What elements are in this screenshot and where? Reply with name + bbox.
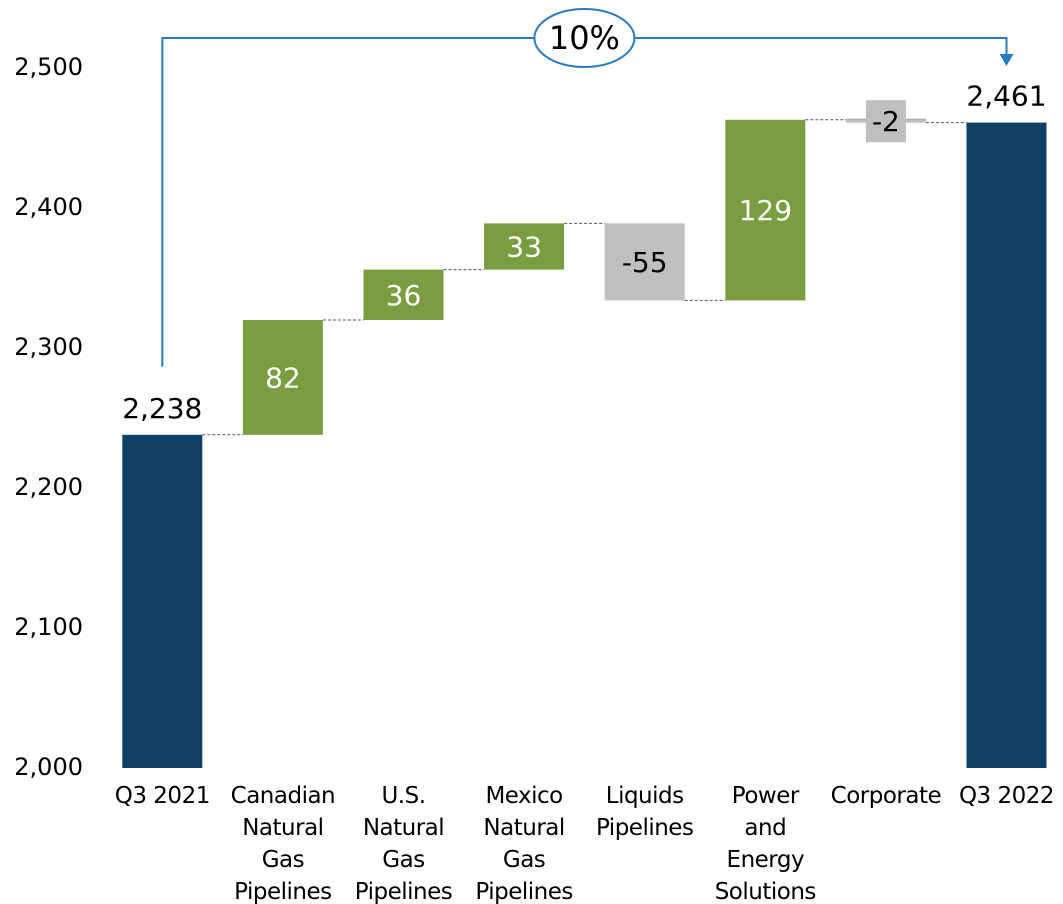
data-label: 2,461 — [966, 80, 1046, 113]
annotation: 10% — [549, 19, 620, 57]
data-label: 33 — [506, 231, 542, 264]
y-tick-label: 2,200 — [14, 473, 83, 501]
annotation-arrow — [161, 37, 1008, 367]
x-tick-label: U.S. Natural Gas Pipelines — [354, 783, 453, 904]
annotation-bubble — [533, 8, 636, 68]
arrow-head — [999, 54, 1014, 66]
y-tick-label: 2,000 — [14, 753, 83, 781]
bar — [604, 223, 685, 301]
bar — [122, 434, 203, 768]
data-label: -2 — [872, 105, 900, 138]
x-tick-label: Canadian Natural Gas Pipelines — [230, 783, 336, 904]
bar — [725, 119, 806, 301]
bar — [484, 223, 565, 270]
x-tick-label: Corporate — [830, 783, 942, 809]
bar — [966, 122, 1047, 769]
y-tick-label: 2,400 — [14, 193, 83, 221]
x-tick-label: Mexico Natural Gas Pipelines — [475, 783, 573, 904]
x-tick-label: Power and Energy Solutions — [714, 783, 817, 904]
y-tick-label: 2,500 — [14, 53, 83, 81]
x-tick-label: Q3 2022 — [958, 783, 1055, 809]
data-label: -55 — [622, 246, 668, 279]
y-tick-label: 2,300 — [14, 333, 83, 361]
data-label: 36 — [386, 279, 422, 312]
y-tick-label: 2,100 — [14, 613, 83, 641]
bar — [242, 320, 323, 435]
data-label: 2,238 — [122, 392, 202, 425]
data-label: 129 — [739, 194, 792, 227]
x-tick-label: Q3 2021 — [114, 783, 211, 809]
bar — [363, 269, 444, 320]
label-box — [865, 100, 906, 143]
data-label: 82 — [265, 361, 301, 394]
x-tick-label: Liquids Pipelines — [595, 783, 694, 841]
